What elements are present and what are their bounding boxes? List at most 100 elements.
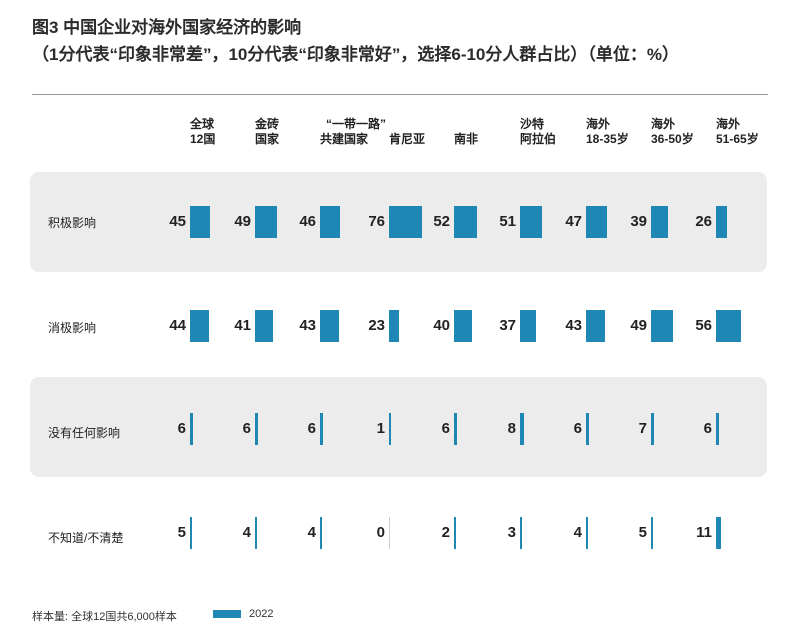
value-label: 44: [169, 317, 186, 334]
column-header: 金砖 国家: [255, 117, 279, 147]
data-bar: [520, 310, 536, 342]
data-bar: [255, 310, 273, 342]
value-label: 6: [573, 420, 582, 437]
data-bar: [190, 517, 192, 549]
data-bar: [454, 206, 477, 238]
value-label: 39: [630, 213, 647, 230]
value-label: 56: [695, 317, 712, 334]
row-label: 积极影响: [48, 216, 97, 230]
column-header: 海外 36-50岁: [651, 117, 694, 147]
column-header-line: 肯尼亚: [389, 132, 426, 146]
column-header-line: [454, 117, 478, 132]
data-bar: [389, 206, 422, 238]
data-bar: [190, 206, 210, 238]
value-label: 26: [695, 213, 712, 230]
column-header-line: 51-65岁: [716, 132, 759, 146]
value-label: 46: [299, 213, 316, 230]
data-bar: [586, 310, 605, 342]
data-bar: [520, 517, 522, 549]
column-header-line: 沙特: [520, 117, 545, 131]
value-label: 4: [307, 524, 316, 541]
column-header: 肯尼亚: [389, 117, 425, 147]
column-header: 全球 12国: [190, 117, 215, 147]
data-bar: [320, 310, 339, 342]
zero-bar: [389, 517, 390, 549]
value-label: 40: [433, 317, 450, 334]
data-bar: [255, 206, 277, 238]
value-label: 6: [177, 420, 186, 437]
data-bar: [716, 206, 727, 238]
data-bar: [454, 310, 472, 342]
data-bar: [190, 310, 209, 342]
value-label: 0: [376, 524, 385, 541]
value-label: 5: [177, 524, 186, 541]
data-bar: [716, 413, 719, 445]
value-label: 76: [368, 213, 385, 230]
data-bar: [520, 206, 542, 238]
column-header-line: [389, 117, 425, 132]
column-header: “一带一路” 共建国家: [320, 117, 386, 147]
data-bar: [389, 310, 399, 342]
data-bar: [586, 413, 589, 445]
legend: 2022: [213, 608, 273, 620]
data-bar: [716, 517, 721, 549]
value-label: 11: [696, 524, 712, 541]
row-label: 消极影响: [48, 321, 97, 335]
value-label: 6: [703, 420, 712, 437]
row-label: 没有任何影响: [48, 426, 121, 440]
value-label: 1: [376, 420, 385, 437]
data-bar: [586, 517, 588, 549]
column-header-line: 全球: [190, 117, 215, 131]
column-header: 海外 51-65岁: [716, 117, 759, 147]
value-label: 51: [499, 213, 516, 230]
column-header-line: 18-35岁: [586, 132, 629, 146]
header-divider: [32, 94, 768, 95]
data-bar: [520, 413, 524, 445]
column-header-line: 国家: [255, 132, 280, 146]
data-bar: [651, 517, 653, 549]
column-header-line: “一带一路”: [326, 117, 387, 131]
row-band: [30, 377, 767, 477]
value-label: 49: [234, 213, 251, 230]
value-label: 4: [573, 524, 582, 541]
column-header-line: 36-50岁: [651, 132, 694, 146]
value-label: 47: [565, 213, 582, 230]
data-bar: [320, 413, 323, 445]
data-bar: [651, 206, 668, 238]
data-bar: [255, 413, 258, 445]
column-header: 沙特 阿拉伯: [520, 117, 556, 147]
column-header-line: 海外: [651, 117, 676, 131]
data-bar: [320, 206, 340, 238]
data-bar: [389, 413, 391, 445]
value-label: 37: [499, 317, 516, 334]
column-header: 南非: [454, 117, 478, 147]
value-label: 5: [638, 524, 647, 541]
data-bar: [716, 310, 741, 342]
column-header-line: 共建国家: [320, 132, 369, 146]
column-header-line: 金砖: [255, 117, 280, 131]
value-label: 41: [234, 317, 251, 334]
column-header-line: 12国: [190, 132, 216, 146]
data-bar: [651, 413, 654, 445]
data-bar: [255, 517, 257, 549]
data-bar: [651, 310, 673, 342]
value-label: 43: [565, 317, 582, 334]
data-bar: [454, 517, 456, 549]
chart-title: 图3 中国企业对海外国家经济的影响: [32, 18, 302, 37]
value-label: 49: [630, 317, 647, 334]
value-label: 4: [242, 524, 251, 541]
value-label: 6: [242, 420, 251, 437]
legend-swatch: [213, 610, 241, 618]
value-label: 7: [638, 420, 647, 437]
column-header-line: 阿拉伯: [520, 132, 557, 146]
chart-subtitle: （1分代表“印象非常差”，10分代表“印象非常好”，选择6-10分人群占比）（单…: [32, 45, 680, 64]
value-label: 2: [441, 524, 450, 541]
sample-size-note: 样本量: 全球12国共6,000样本: [32, 611, 177, 623]
value-label: 3: [507, 524, 516, 541]
column-header: 海外 18-35岁: [586, 117, 629, 147]
value-label: 6: [441, 420, 450, 437]
value-label: 23: [368, 317, 385, 334]
row-label: 不知道/不清楚: [48, 531, 124, 545]
value-label: 8: [507, 420, 516, 437]
legend-label: 2022: [249, 608, 274, 620]
